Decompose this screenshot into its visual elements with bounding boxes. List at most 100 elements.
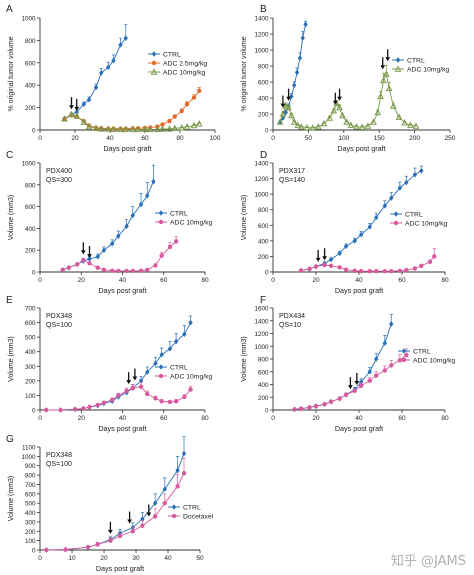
y-tick-label: 600: [258, 223, 269, 230]
data-point: [358, 123, 366, 130]
data-point: [153, 514, 158, 519]
data-point: [367, 269, 372, 274]
data-point: [303, 21, 308, 28]
x-axis-label: Days post graft: [335, 286, 383, 295]
x-tick-label: 60: [160, 415, 168, 422]
y-tick-label: 600: [25, 60, 36, 67]
y-axis-label: Volume (mm3): [241, 336, 248, 382]
data-point: [330, 107, 338, 114]
data-point: [328, 399, 334, 404]
chart-panel-f: F 0 200 400 600 800 1000 1200 1400 1600 0 20 40 60 80 D…: [241, 295, 456, 433]
x-tick-label: 0: [38, 135, 42, 142]
dose-arrow-head: [385, 57, 391, 62]
y-tick-label: 500: [25, 501, 36, 508]
data-point: [322, 402, 327, 407]
x-tick-label: 40: [119, 277, 127, 284]
data-point: [374, 108, 382, 116]
data-point: [61, 115, 68, 122]
data-point: [314, 123, 322, 130]
x-tick-label: 80: [176, 135, 184, 142]
dose-arrow-head: [127, 519, 132, 524]
x-tick-label: 40: [119, 415, 127, 422]
data-point: [167, 346, 173, 352]
x-tick-label: 60: [160, 277, 168, 284]
y-tick-label: 1000: [21, 454, 36, 461]
x-tick-label: 80: [441, 277, 449, 284]
x-tick-label: 250: [445, 135, 456, 142]
data-point: [92, 124, 100, 132]
data-point: [172, 114, 177, 119]
x-tick-label: 100: [338, 135, 349, 142]
data-point: [151, 178, 156, 185]
data-point: [358, 383, 364, 388]
data-point: [109, 397, 115, 402]
legend-swatch-marker: [171, 513, 177, 519]
data-point: [153, 263, 158, 268]
y-axis-label: Volume (mm3): [8, 336, 15, 382]
x-axis-label: Days post graft: [98, 286, 146, 295]
data-point: [124, 268, 129, 274]
data-point: [419, 263, 424, 268]
y-tick-label: 200: [258, 395, 269, 402]
panel-annotation: QS=100: [46, 461, 72, 468]
data-point: [347, 121, 355, 128]
series-adc-10mg-kg: [60, 236, 179, 274]
x-tick-label: 50: [196, 555, 204, 562]
data-point: [432, 254, 437, 259]
data-point: [95, 265, 100, 270]
data-point: [298, 406, 304, 411]
panel-annotation: PDX400: [46, 168, 72, 175]
data-point: [124, 223, 129, 230]
x-tick-label: 20: [78, 277, 86, 284]
y-tick-label: 1200: [254, 32, 269, 39]
data-point: [191, 95, 197, 100]
data-point: [389, 321, 394, 327]
panel-letter: A: [6, 4, 13, 15]
y-tick-label: 700: [25, 482, 36, 489]
legend-swatch-marker: [151, 51, 157, 57]
data-point: [85, 544, 91, 550]
data-point: [370, 118, 377, 125]
panel-letter: D: [260, 150, 267, 161]
x-axis-label: Days post graft: [96, 564, 144, 573]
series-line: [294, 354, 407, 410]
legend-swatch-marker: [158, 219, 164, 225]
legend-item: CTRL: [148, 51, 181, 58]
y-tick-label: 200: [25, 248, 36, 255]
data-point: [130, 212, 136, 219]
data-point: [328, 263, 334, 268]
legend-swatch-marker: [401, 357, 407, 363]
legend-label: CTRL: [407, 57, 425, 64]
data-point: [326, 114, 333, 121]
data-point: [134, 125, 142, 133]
x-tick-label: 40: [106, 135, 114, 142]
dose-arrow-head: [286, 96, 291, 101]
legend-swatch-marker: [171, 504, 177, 510]
data-point: [129, 125, 137, 133]
data-point: [395, 113, 403, 120]
x-axis-label: Days post graft: [98, 424, 146, 433]
y-tick-label: 400: [25, 349, 36, 356]
y-tick-label: 800: [25, 473, 36, 480]
legend-label: CTRL: [170, 364, 188, 371]
x-tick-label: 10: [68, 555, 76, 562]
data-point: [162, 486, 167, 492]
legend-item: CTRL: [155, 210, 188, 217]
data-point: [404, 179, 409, 186]
y-tick-label: 800: [25, 182, 36, 189]
y-tick-label: 1400: [254, 161, 269, 168]
y-tick-label: 0: [32, 270, 36, 277]
legend-item: ADC 10mg/kg: [148, 68, 206, 76]
data-point: [322, 262, 327, 268]
x-tick-label: 40: [164, 555, 172, 562]
x-tick-label: 0: [271, 135, 275, 142]
data-point: [374, 214, 379, 221]
legend-item: ADC 10mg/kg: [155, 219, 213, 226]
chart-panel-g: G 0 100 200 300 400 500 600 700 800 900 1000 1100 0 10…: [6, 434, 214, 573]
y-tick-label: 0: [32, 408, 36, 415]
data-point: [397, 268, 403, 274]
legend-label: ADC 2.5mg/kg: [163, 60, 207, 67]
data-point: [116, 393, 121, 398]
data-point: [138, 378, 144, 384]
